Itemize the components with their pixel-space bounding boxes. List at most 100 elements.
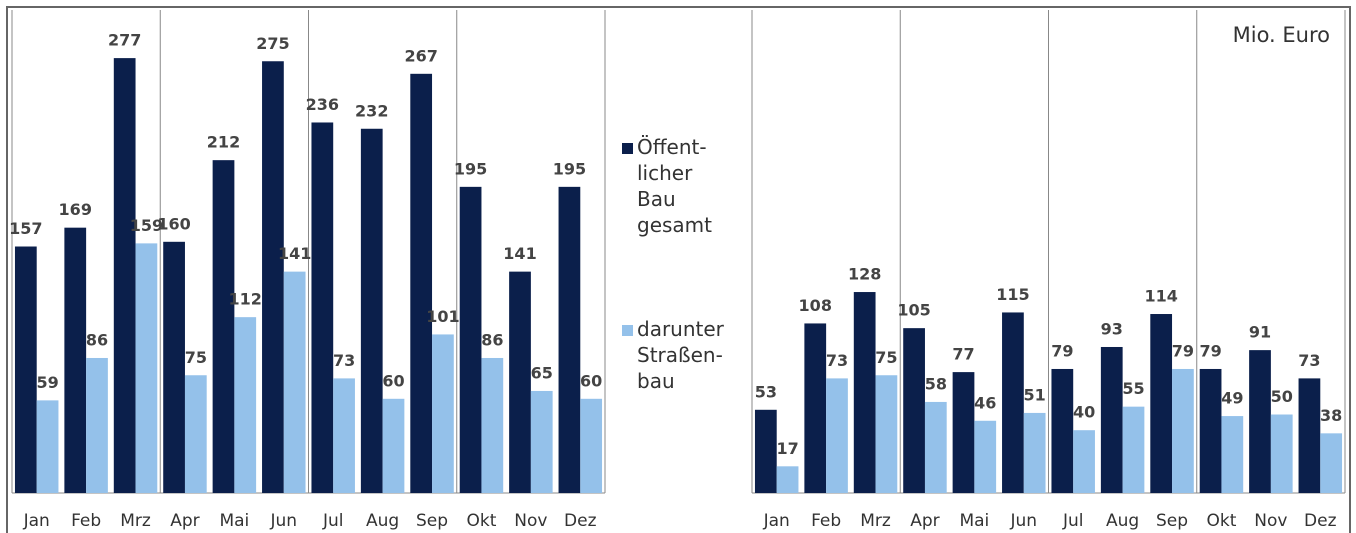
- value-label: 267: [404, 46, 437, 65]
- x-tick-label: Dez: [1304, 511, 1337, 531]
- value-label: 159: [130, 216, 163, 235]
- x-tick-label: Sep: [416, 511, 448, 531]
- value-label: 277: [108, 31, 141, 50]
- value-label: 79: [1051, 341, 1073, 360]
- x-tick-label: Apr: [170, 511, 199, 531]
- value-label: 86: [481, 330, 503, 349]
- bar: [1100, 346, 1123, 493]
- bar: [1249, 350, 1271, 493]
- bar: [1023, 412, 1046, 493]
- x-tick-label: Feb: [71, 511, 101, 531]
- bar: [382, 398, 405, 493]
- x-tick-label: Jul: [1062, 511, 1084, 531]
- bar: [903, 328, 925, 493]
- value-label: 195: [454, 159, 487, 178]
- legend-label: Öffent-licher Bau gesamt: [637, 135, 712, 237]
- bar: [283, 271, 306, 493]
- x-tick-label: Okt: [467, 511, 497, 531]
- frame: [6, 6, 1351, 533]
- bar: [64, 227, 87, 494]
- value-label: 212: [207, 133, 240, 152]
- bar: [1073, 430, 1095, 493]
- value-label: 38: [1320, 406, 1342, 425]
- value-label: 115: [996, 285, 1029, 304]
- value-label: 112: [229, 290, 262, 309]
- value-label: 51: [1024, 385, 1046, 404]
- x-tick-label: Mrz: [120, 511, 151, 531]
- value-label: 108: [799, 296, 832, 315]
- bar: [86, 357, 108, 493]
- value-label: 275: [256, 34, 289, 53]
- value-label: 105: [897, 301, 930, 320]
- bar: [1320, 433, 1343, 493]
- x-tick-label: Nov: [1254, 511, 1287, 531]
- bar: [558, 186, 581, 493]
- bar: [530, 390, 553, 493]
- legend-swatch: [622, 143, 633, 154]
- value-label: 46: [974, 393, 996, 412]
- value-label: 65: [531, 363, 553, 382]
- bar: [234, 317, 257, 493]
- bar: [360, 128, 383, 493]
- bar: [1199, 368, 1222, 493]
- bar: [776, 466, 799, 493]
- value-label: 53: [755, 382, 777, 401]
- x-tick-label: Aug: [366, 511, 399, 531]
- x-tick-label: Mai: [959, 511, 989, 531]
- value-label: 236: [306, 95, 339, 114]
- value-label: 40: [1073, 403, 1095, 422]
- x-tick-label: Jan: [23, 511, 50, 531]
- value-label: 73: [1298, 351, 1320, 370]
- bar: [184, 375, 207, 493]
- bar: [1298, 378, 1321, 493]
- value-label: 50: [1271, 387, 1293, 406]
- x-tick-label: Mrz: [860, 511, 891, 531]
- bar: [1002, 312, 1024, 493]
- value-label: 49: [1221, 389, 1243, 408]
- value-label: 91: [1249, 323, 1271, 342]
- x-tick-label: Dez: [564, 511, 597, 531]
- value-label: 114: [1144, 287, 1177, 306]
- x-tick-label: Sep: [1156, 511, 1188, 531]
- value-label: 128: [848, 265, 881, 284]
- legend-swatch: [622, 325, 633, 336]
- value-label: 79: [1172, 341, 1194, 360]
- value-label: 75: [875, 348, 897, 367]
- bar: [1150, 314, 1173, 493]
- bar: [1172, 368, 1194, 493]
- value-label: 169: [59, 200, 92, 219]
- bar: [1122, 406, 1145, 493]
- value-label: 58: [925, 374, 947, 393]
- value-label: 77: [952, 345, 974, 364]
- bar: [262, 61, 284, 493]
- bar: [333, 378, 355, 493]
- bar: [826, 378, 848, 493]
- value-label: 141: [503, 244, 536, 263]
- x-tick-label: Jan: [763, 511, 790, 531]
- bar: [481, 357, 504, 493]
- value-label: 73: [333, 351, 355, 370]
- x-tick-label: Nov: [514, 511, 547, 531]
- value-label: 101: [426, 307, 459, 326]
- value-label: 60: [382, 371, 404, 390]
- x-tick-label: Mai: [219, 511, 249, 531]
- value-label: 232: [355, 101, 388, 120]
- x-tick-label: Feb: [811, 511, 841, 531]
- bar: [875, 375, 898, 493]
- bar: [212, 160, 235, 493]
- value-label: 141: [278, 244, 311, 263]
- bar: [974, 420, 997, 493]
- value-label: 73: [826, 351, 848, 370]
- value-label: 17: [776, 439, 798, 458]
- value-label: 60: [580, 371, 602, 390]
- bar: [113, 58, 136, 494]
- bar: [1051, 368, 1074, 493]
- bar: [410, 73, 433, 493]
- x-tick-label: Apr: [910, 511, 939, 531]
- bar: [952, 372, 975, 493]
- value-label: 160: [157, 214, 190, 233]
- x-tick-label: Jul: [322, 511, 344, 531]
- value-label: 195: [553, 159, 586, 178]
- bar: [580, 398, 603, 493]
